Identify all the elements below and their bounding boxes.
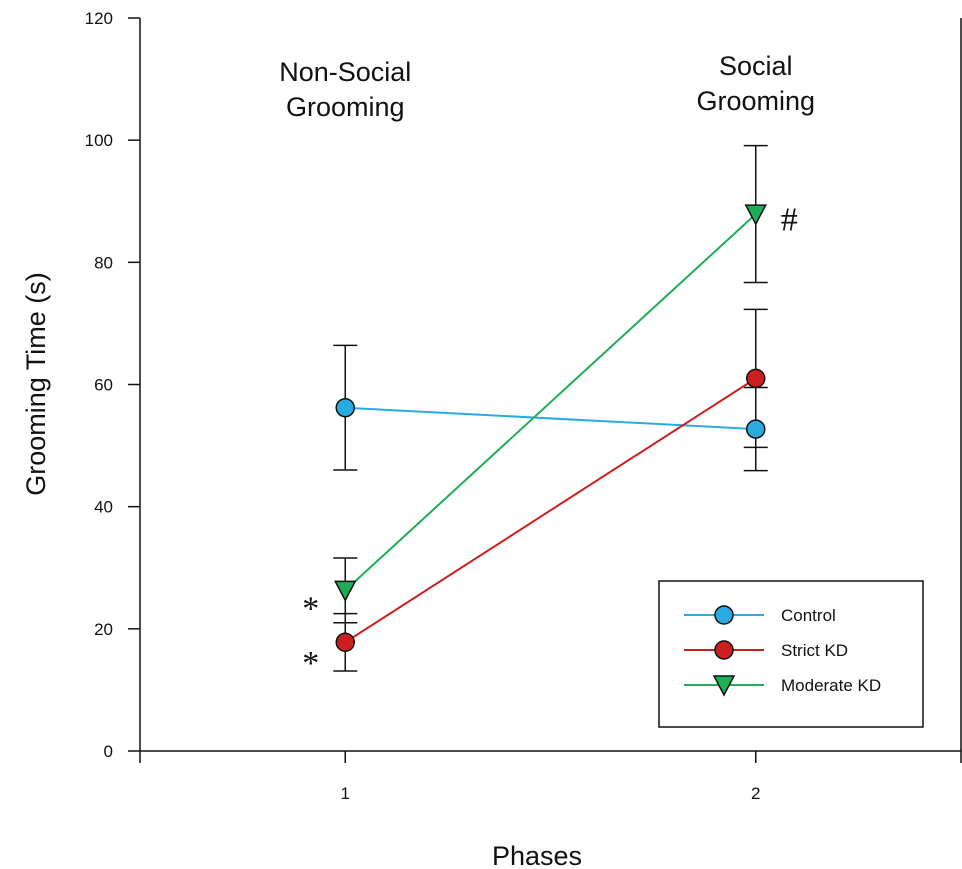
phase-label: Social — [719, 51, 793, 81]
phase-label: Grooming — [696, 86, 815, 116]
y-tick-label: 120 — [85, 9, 113, 28]
x-tick-label: 2 — [751, 784, 760, 803]
phase-label: Non-Social — [279, 57, 411, 87]
data-point-triangle — [334, 580, 357, 602]
y-tick-label: 20 — [94, 620, 113, 639]
legend-marker-circle — [714, 640, 734, 660]
series-line-1 — [344, 377, 757, 644]
data-point-triangle — [744, 204, 767, 226]
series-line-2 — [344, 213, 757, 592]
significance-mark: * — [302, 590, 319, 627]
data-point-circle — [746, 368, 766, 389]
y-tick-label: 0 — [104, 742, 113, 761]
y-axis-title: Grooming Time (s) — [21, 272, 51, 496]
y-tick-label: 80 — [94, 253, 113, 272]
significance-mark: * — [302, 645, 319, 682]
legend-label: Moderate KD — [781, 676, 881, 695]
x-tick-label: 1 — [341, 784, 350, 803]
legend-marker-circle — [714, 605, 734, 625]
x-axis-title: Phases — [492, 841, 582, 869]
data-point-circle — [746, 419, 766, 439]
legend-marker-triangle — [712, 675, 736, 697]
legend-box — [658, 580, 924, 728]
series-line-0 — [345, 406, 756, 431]
legend-label: Strict KD — [781, 641, 848, 660]
y-tick-label: 40 — [94, 498, 113, 517]
significance-mark: # — [781, 202, 798, 239]
data-point-circle — [335, 397, 355, 418]
phase-label: Grooming — [286, 92, 405, 122]
legend-label: Control — [781, 606, 836, 625]
y-tick-label: 60 — [94, 376, 113, 395]
y-tick-label: 100 — [85, 131, 113, 150]
data-point-circle — [335, 632, 355, 653]
